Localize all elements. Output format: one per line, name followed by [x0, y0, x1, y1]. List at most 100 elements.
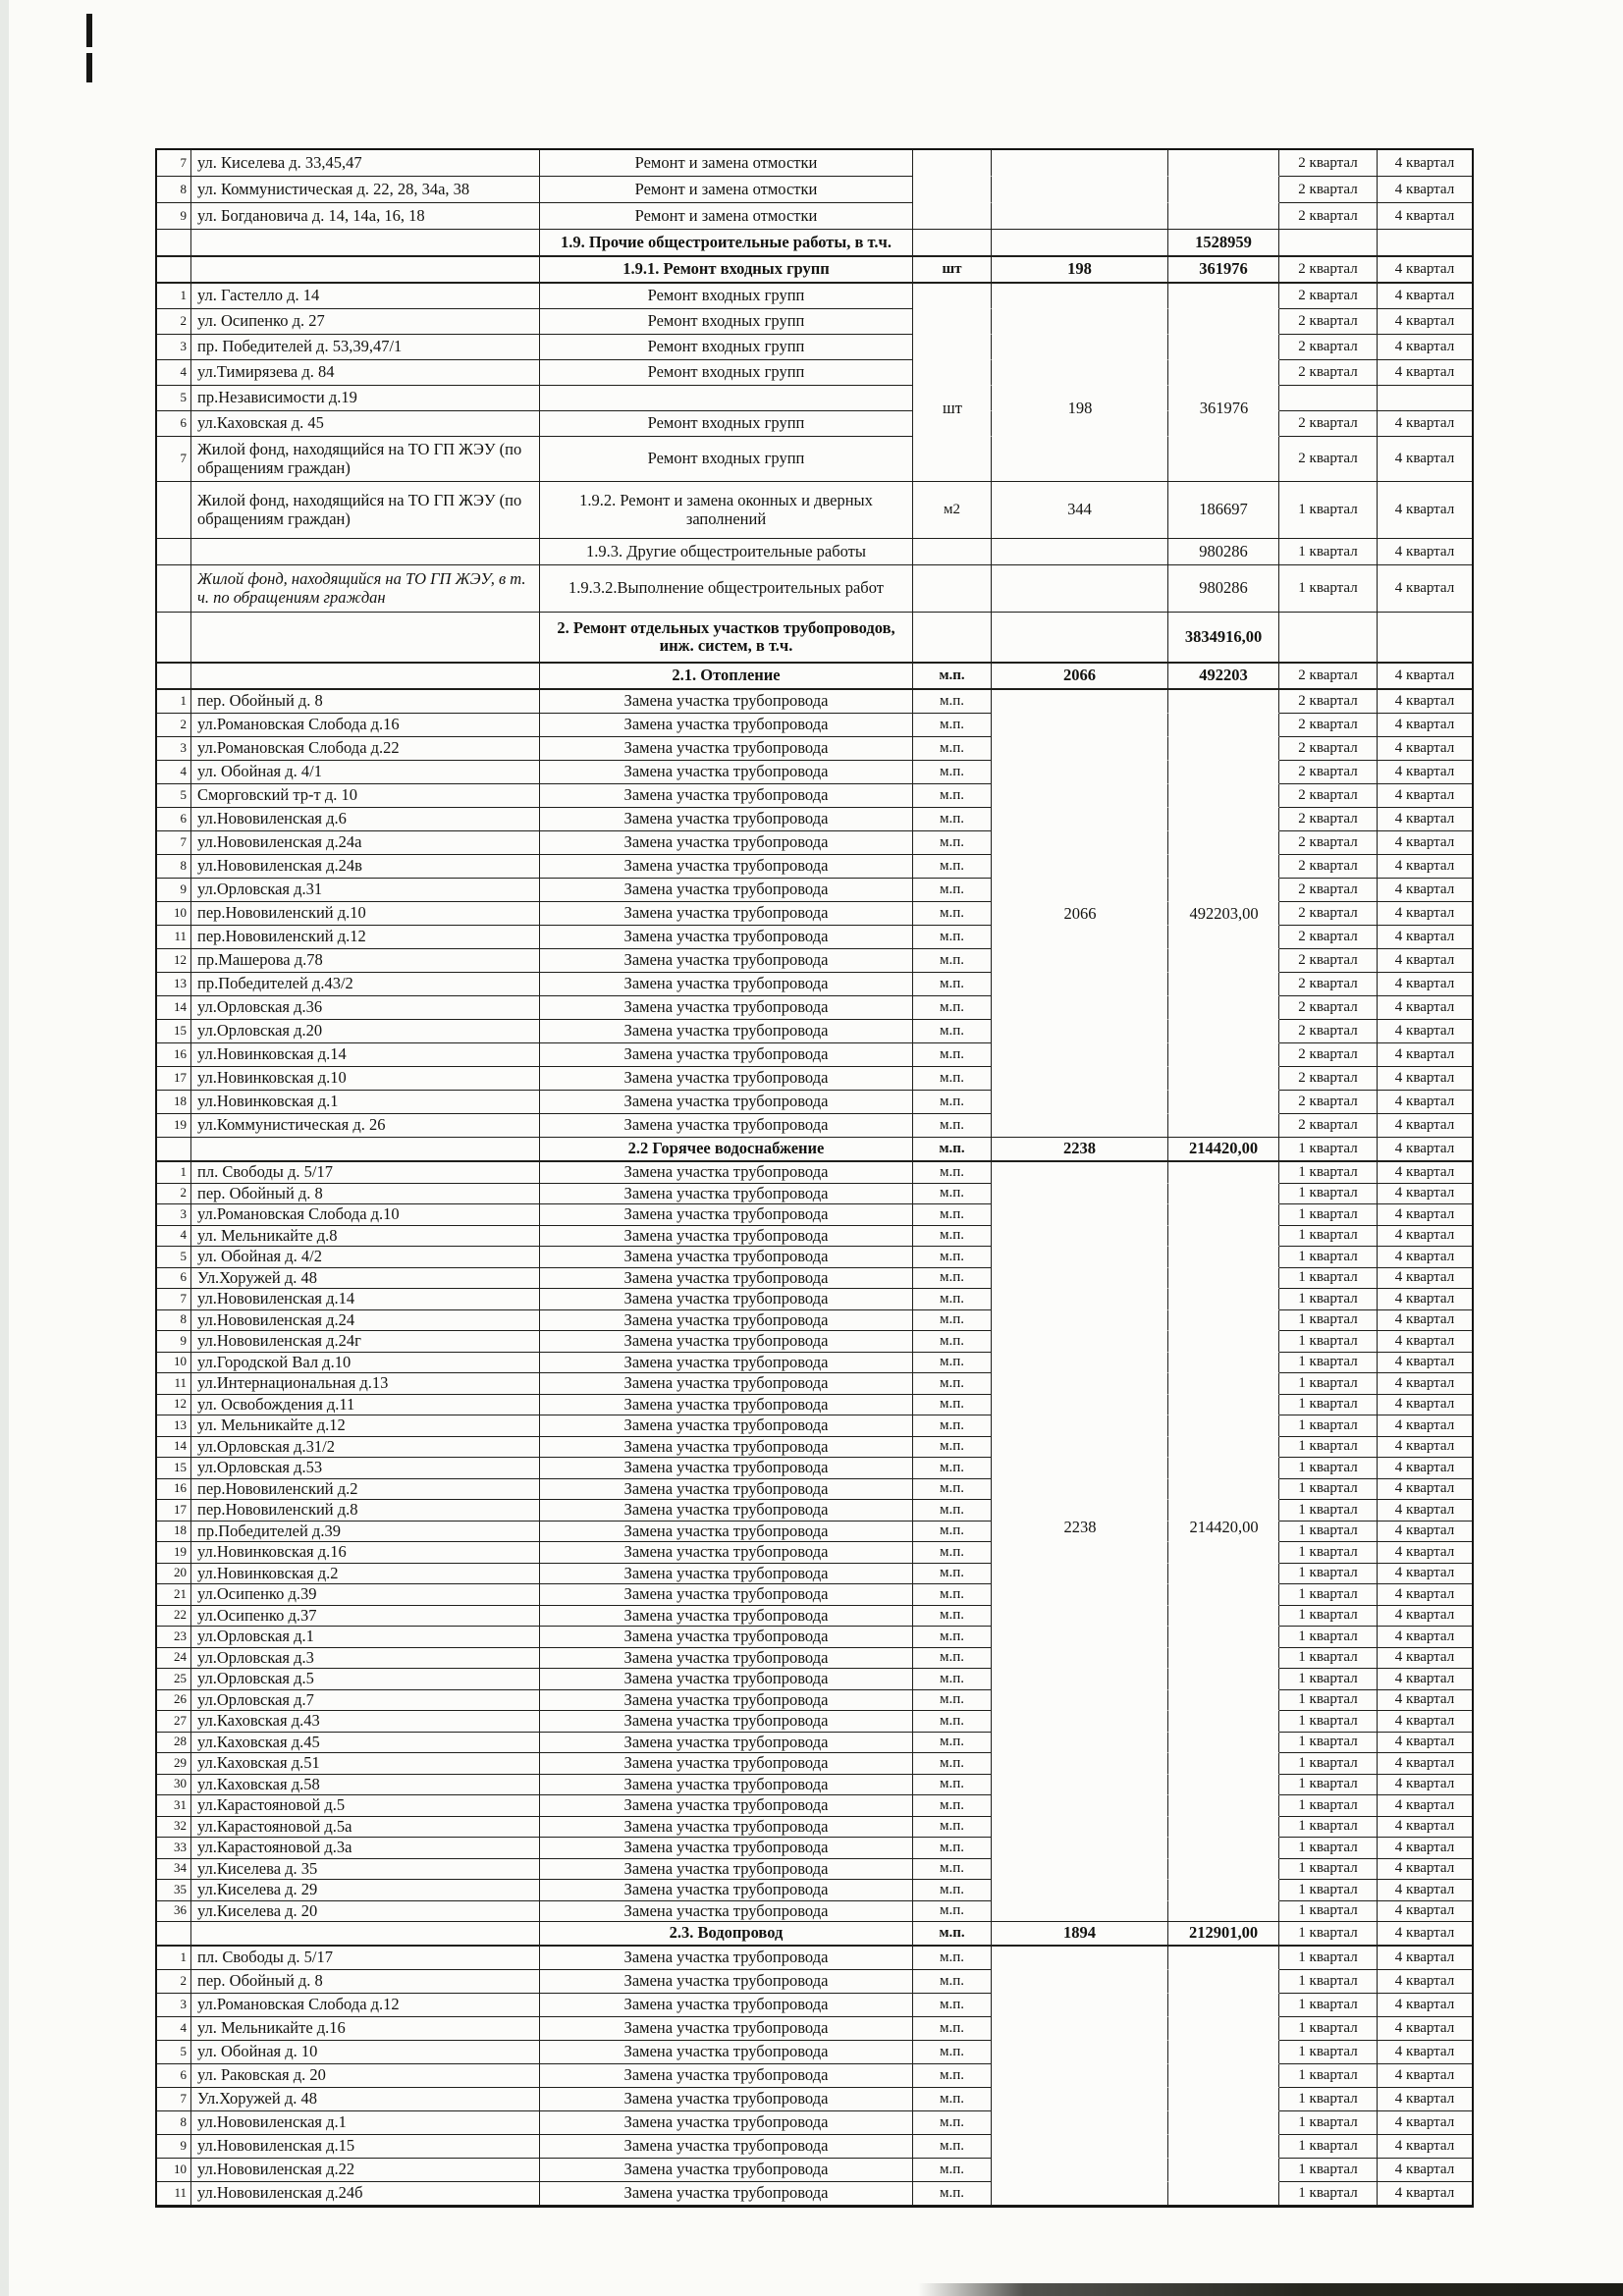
cell-quarter-start: 2 квартал — [1279, 177, 1378, 203]
cell-unit: м.п. — [913, 761, 992, 784]
table-row: 21 ул.Осипенко д.39 Замена участка трубопр… — [157, 1584, 1472, 1606]
cell-quantity — [992, 1711, 1168, 1733]
cell-quarter-start: 1 квартал — [1279, 1711, 1378, 1733]
cell-row-number: 28 — [157, 1732, 191, 1753]
cell-row-number: 21 — [157, 1584, 191, 1606]
table-row: 1 пер. Обойный д. 8 Замена участка трубопр… — [157, 690, 1472, 714]
cell-work-type: Замена участка трубопровода — [540, 855, 913, 879]
cell-row-number: 2 — [157, 1970, 191, 1994]
table-row: 7 ул.Нововиленская д.24а Замена участка тр… — [157, 831, 1472, 855]
cell-cost — [1168, 1067, 1279, 1091]
cell-row-number: 24 — [157, 1647, 191, 1669]
cell-address: ул.Новинковская д.10 — [191, 1067, 540, 1091]
cell-work-type: Замена участка трубопровода — [540, 1838, 913, 1859]
cell-unit: м.п. — [913, 664, 992, 690]
cell-quarter-end: 4 квартал — [1378, 1331, 1472, 1353]
cell-row-number: 16 — [157, 1478, 191, 1500]
cell-unit: м.п. — [913, 926, 992, 949]
table-row: 3 ул.Романовская Слобода д.22 Замена участ… — [157, 737, 1472, 761]
cell-quantity — [992, 1563, 1168, 1584]
cell-address: пер. Обойный д. 8 — [191, 1970, 540, 1994]
cell-unit: м.п. — [913, 1838, 992, 1859]
table-row: 7 ул. Киселева д. 33,45,47 Ремонт и замена… — [157, 150, 1472, 177]
cell-quarter-start: 1 квартал — [1279, 1563, 1378, 1584]
cell-address: ул.Романовская Слобода д.12 — [191, 1994, 540, 2017]
cell-work-type: Замена участка трубопровода — [540, 1183, 913, 1204]
cell-quarter-start: 2 квартал — [1279, 737, 1378, 761]
cell-row-number: 12 — [157, 1394, 191, 1415]
cell-quarter-end: 4 квартал — [1378, 257, 1472, 284]
cell-unit: м.п. — [913, 690, 992, 714]
cell-cost — [1168, 1478, 1279, 1500]
scan-artifact-mark — [86, 53, 92, 82]
cell-address: ул.Нововиленская д.6 — [191, 808, 540, 831]
cell-quantity — [992, 1500, 1168, 1522]
table-row: 16 ул.Новинковская д.14 Замена участка тру… — [157, 1043, 1472, 1067]
cell-unit: м.п. — [913, 996, 992, 1020]
table-row: 16 пер.Нововиленский д.2 Замена участка тр… — [157, 1478, 1472, 1500]
cell-quarter-start: 2 квартал — [1279, 996, 1378, 1020]
cell-row-number: 11 — [157, 2182, 191, 2206]
cell-quarter-end: 4 квартал — [1378, 714, 1472, 737]
cell-address: пер.Нововиленский д.12 — [191, 926, 540, 949]
cell-quarter-end: 4 квартал — [1378, 1817, 1472, 1838]
cell-quarter-start: 1 квартал — [1279, 1458, 1378, 1479]
cell-quarter-start: 1 квартал — [1279, 1478, 1378, 1500]
cell-quarter-end: 4 квартал — [1378, 2111, 1472, 2135]
cell-cost — [1168, 1584, 1279, 1606]
cell-cost — [1168, 737, 1279, 761]
cell-row-number: 13 — [157, 973, 191, 996]
cell-cost: 214420,00 — [1168, 1138, 1279, 1162]
cell-address: ул. Раковская д. 20 — [191, 2064, 540, 2088]
cell-cost — [1168, 808, 1279, 831]
cell-quarter-start: 1 квартал — [1279, 1436, 1378, 1458]
cell-quantity — [992, 973, 1168, 996]
cell-quarter-end — [1378, 230, 1472, 257]
cell-address: ул. Осипенко д. 27 — [191, 309, 540, 335]
cell-quarter-end — [1378, 613, 1472, 664]
cell-row-number: 2 — [157, 309, 191, 335]
scan-edge-strip — [0, 0, 9, 2296]
cell-unit: м.п. — [913, 2064, 992, 2088]
cell-work-type: Замена участка трубопровода — [540, 1858, 913, 1880]
cell-quantity — [992, 1900, 1168, 1922]
cell-quarter-start: 1 квартал — [1279, 1204, 1378, 1226]
cell-address — [191, 230, 540, 257]
cell-cost — [1168, 177, 1279, 203]
cell-address: ул.Тимирязева д. 84 — [191, 360, 540, 386]
cell-row-number: 15 — [157, 1458, 191, 1479]
cell-row-number: 10 — [157, 902, 191, 926]
cell-work-type: 2. Ремонт отдельных участков трубопровод… — [540, 613, 913, 664]
cell-cost — [1168, 1267, 1279, 1289]
cell-address: ул.Осипенко д.37 — [191, 1605, 540, 1627]
table-row: 4 ул. Мельникайте д.8 Замена участка трубо… — [157, 1225, 1472, 1247]
cell-row-number — [157, 539, 191, 565]
cell-quantity — [992, 565, 1168, 613]
cell-cost — [1168, 1204, 1279, 1226]
cell-row-number — [157, 257, 191, 284]
cell-quantity — [992, 230, 1168, 257]
cell-row-number: 29 — [157, 1753, 191, 1775]
cell-quarter-start: 2 квартал — [1279, 1043, 1378, 1067]
table-row: 4 ул. Обойная д. 4/1 Замена участка трубоп… — [157, 761, 1472, 784]
cell-cost — [1168, 949, 1279, 973]
cell-work-type: Ремонт входных групп — [540, 411, 913, 437]
cell-address: ул.Орловская д.36 — [191, 996, 540, 1020]
cell-quarter-start: 2 квартал — [1279, 1091, 1378, 1114]
cell-quarter-end: 4 квартал — [1378, 411, 1472, 437]
cell-quarter-end: 4 квартал — [1378, 1091, 1472, 1114]
table-row: 26 ул.Орловская д.7 Замена участка трубопр… — [157, 1689, 1472, 1711]
cell-quarter-end: 4 квартал — [1378, 831, 1472, 855]
cell-quantity — [992, 284, 1168, 309]
cell-quantity — [992, 1289, 1168, 1310]
cell-quantity — [992, 1352, 1168, 1373]
cell-address: ул.Орловская д.7 — [191, 1689, 540, 1711]
cell-quantity — [992, 1436, 1168, 1458]
cell-unit: м.п. — [913, 1605, 992, 1627]
cell-quarter-start: 2 квартал — [1279, 257, 1378, 284]
cell-quarter-end: 4 квартал — [1378, 1880, 1472, 1901]
table-row: Жилой фонд, находящийся на ТО ГП ЖЭУ (по… — [157, 482, 1472, 539]
cell-row-number: 33 — [157, 1838, 191, 1859]
cell-cost — [1168, 1458, 1279, 1479]
cell-row-number: 11 — [157, 1373, 191, 1395]
